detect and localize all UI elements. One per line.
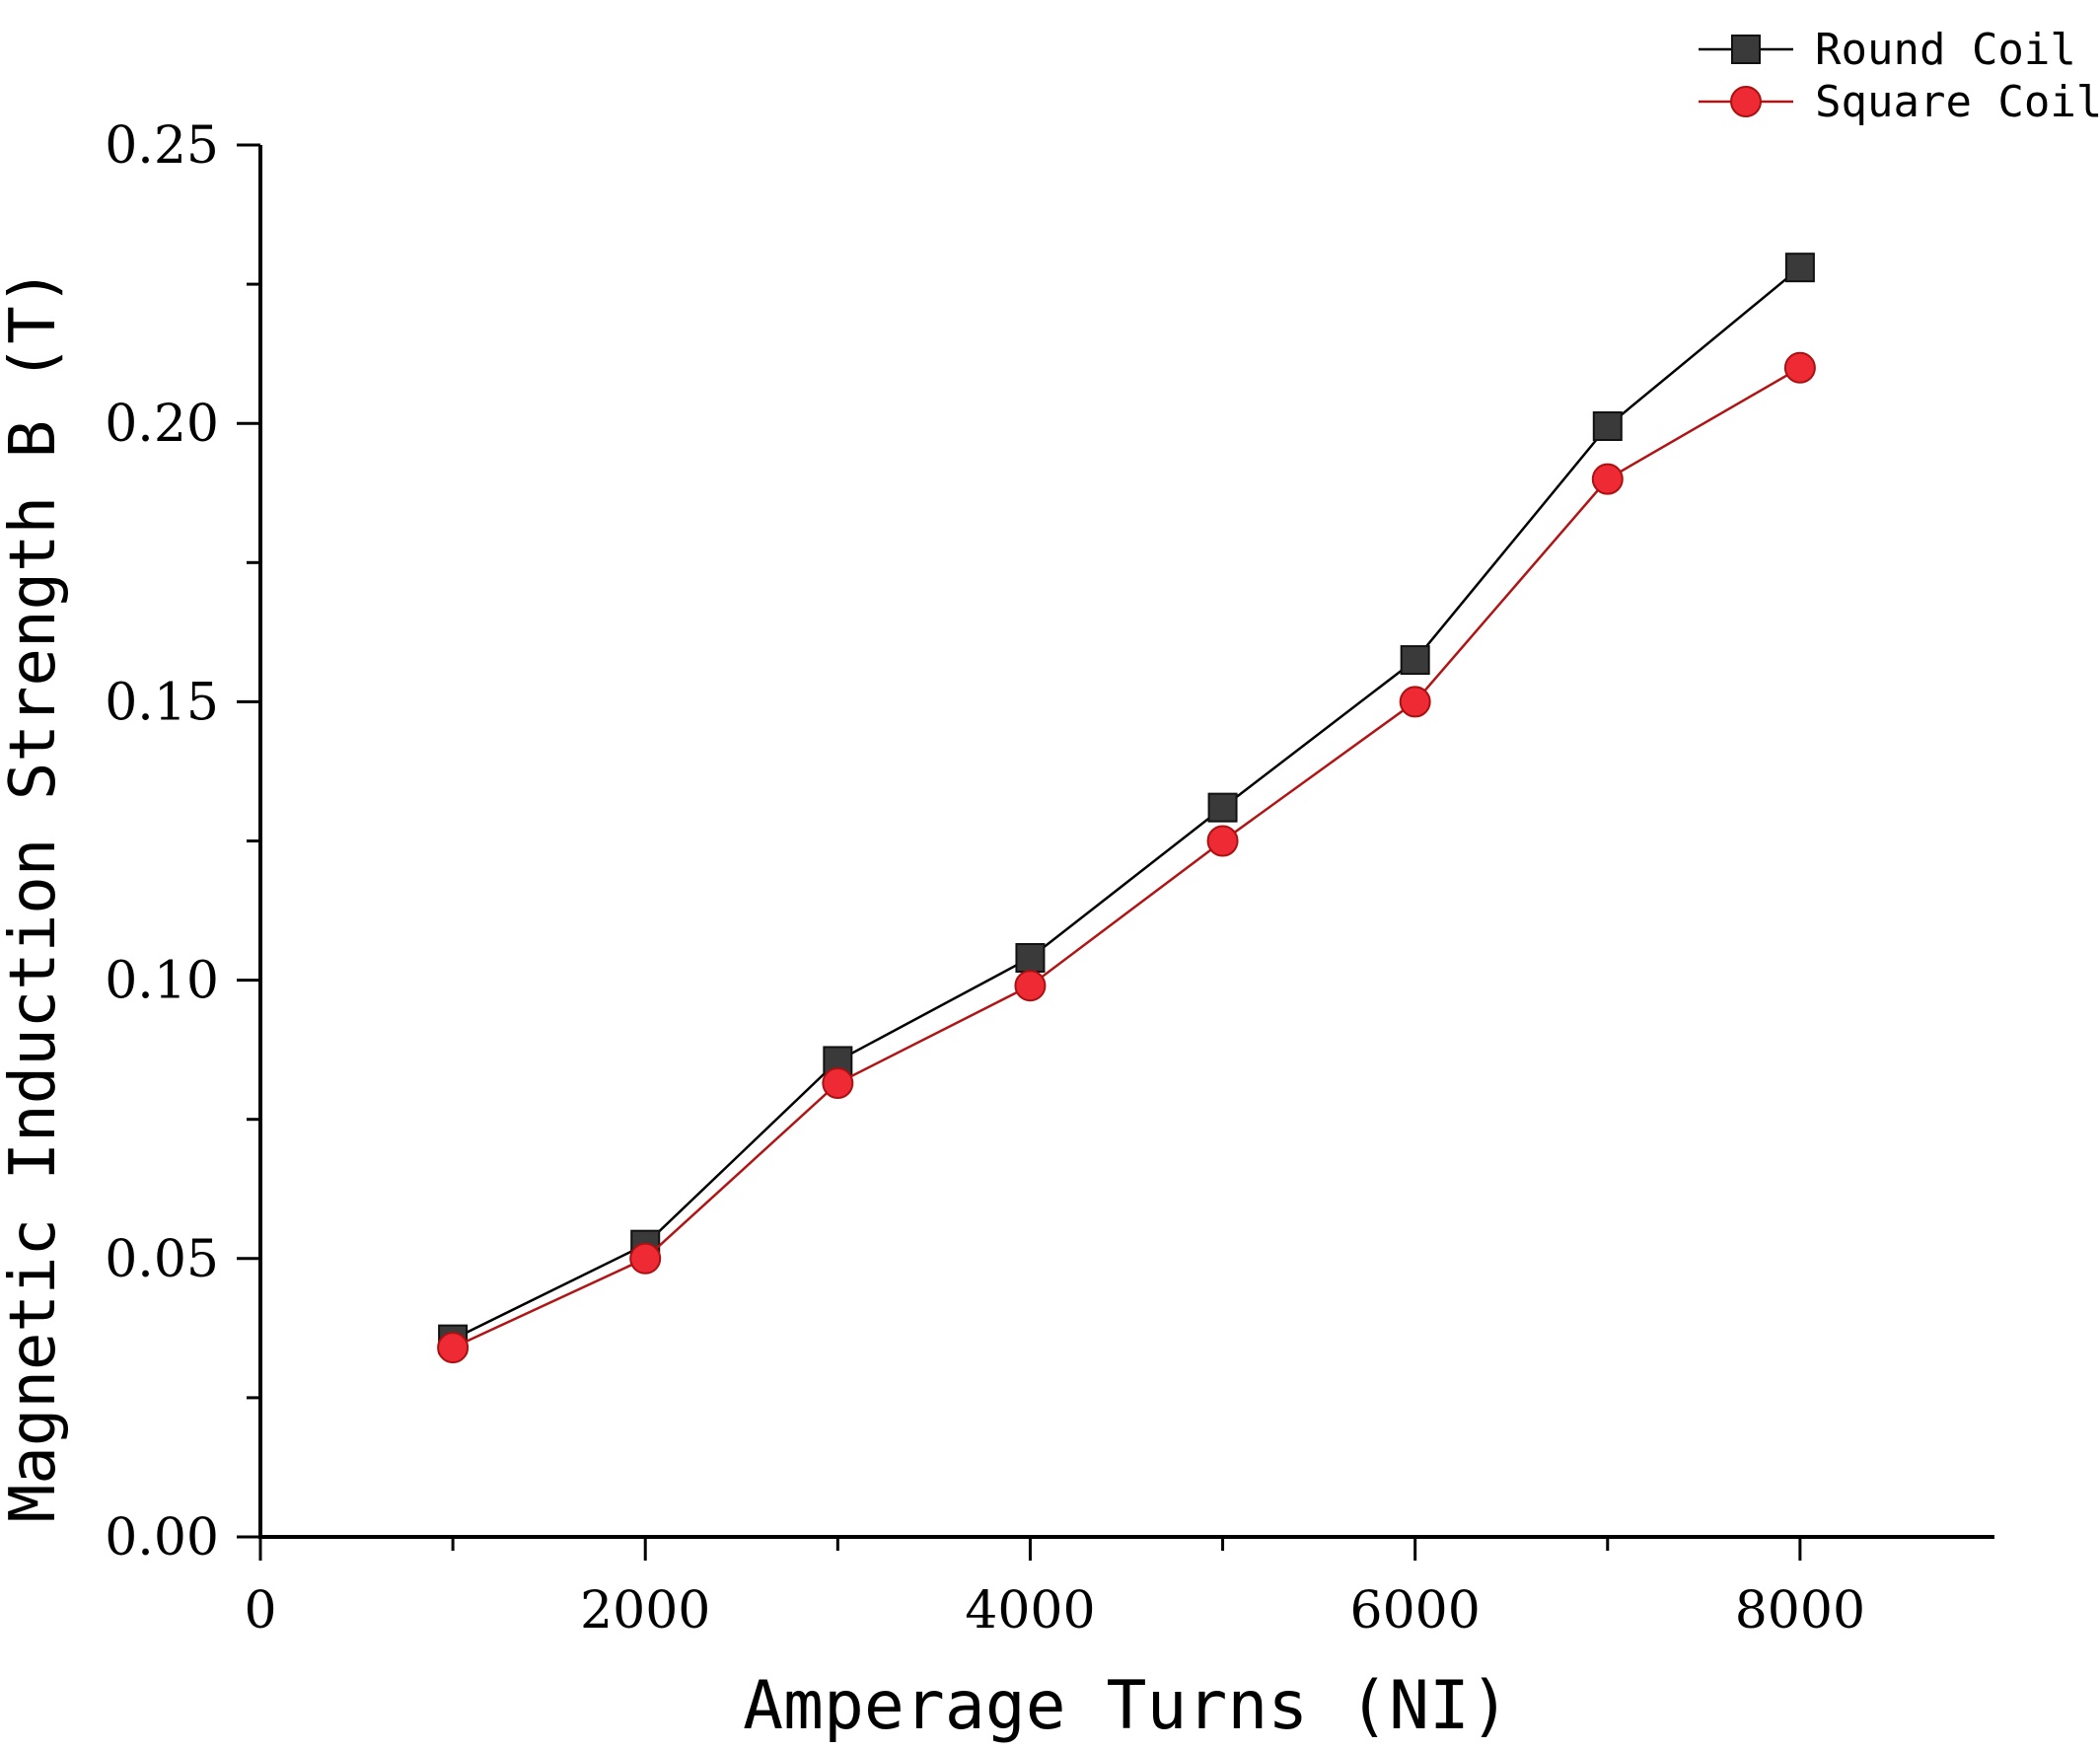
legend-item-square-coil: Square Coil [1699,77,2100,127]
data-point-round-coil [1015,943,1046,974]
x-tick-label: 2000 [580,1581,710,1640]
legend-marker-square-coil [1730,86,1762,117]
y-tick-label: 0.10 [105,952,219,1011]
x-tick-label: 4000 [965,1581,1095,1640]
y-axis-title: Magnetic Induction Strength B (T) [0,268,70,1523]
data-point-square-coil [437,1332,470,1364]
legend-label-round-coil: Round Coil [1815,25,2076,75]
series-layer [437,253,1816,1364]
y-axis-ticks: 0.00 0.05 0.10 0.15 0.20 0.25 [105,116,260,1567]
data-point-round-coil [1784,253,1815,283]
data-point-square-coil [629,1242,662,1275]
data-point-square-coil [1783,351,1816,384]
data-point-square-coil [1014,970,1047,1002]
data-point-square-coil [1206,825,1239,857]
x-tick-label: 6000 [1349,1581,1480,1640]
data-point-round-coil [1400,645,1430,676]
series-line-round-coil [452,266,1801,1341]
data-point-square-coil [822,1067,854,1100]
series-line-square-coil [452,366,1801,1349]
data-point-round-coil [1592,411,1623,442]
x-tick-label: 8000 [1735,1581,1865,1640]
x-tick-label: 0 [244,1581,276,1640]
x-axis-title: Amperage Turns (NI) [743,1667,1510,1745]
data-point-round-coil [1207,792,1238,823]
series-square-coil [437,351,1816,1364]
data-point-square-coil [1591,463,1624,495]
y-tick-label: 0.05 [105,1230,219,1289]
y-tick-label: 0.20 [105,395,219,454]
y-tick-label: 0.25 [105,116,219,176]
series-round-coil [438,253,1815,1354]
legend-marker-round-coil [1731,35,1761,64]
x-axis-ticks: 0 2000 4000 6000 8000 [244,1537,1865,1640]
y-tick-label: 0.00 [105,1508,219,1567]
legend-item-round-coil: Round Coil [1699,25,2076,75]
legend-label-square-coil: Square Coil [1815,77,2100,127]
legend: Round Coil Square Coil [1699,25,2100,127]
data-point-square-coil [1399,686,1431,718]
axes [258,145,1994,1539]
y-tick-label: 0.15 [105,673,219,732]
